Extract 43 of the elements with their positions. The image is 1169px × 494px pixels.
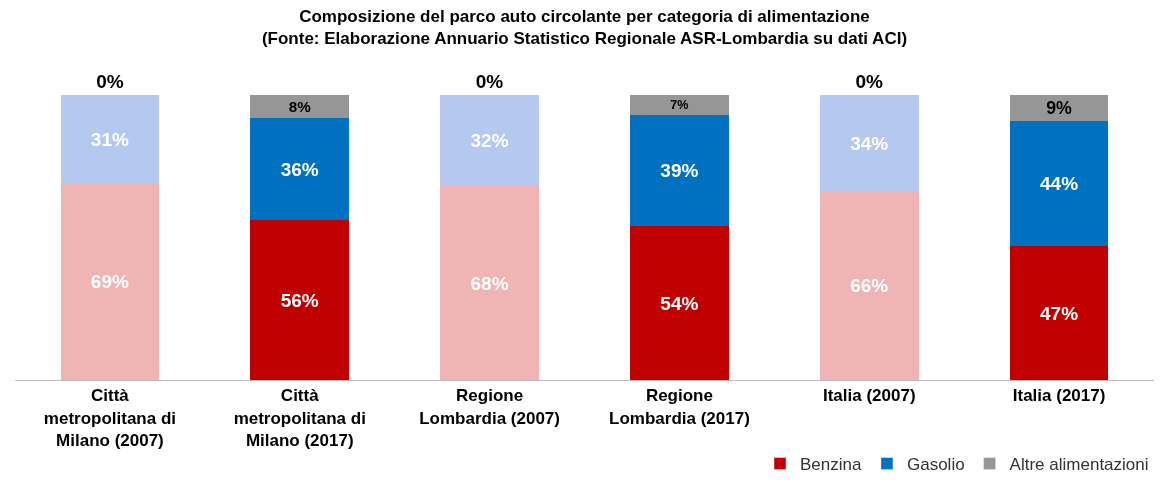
bar xyxy=(819,95,919,192)
data-label: 69% xyxy=(90,271,129,293)
bar xyxy=(60,95,160,184)
data-label: 56% xyxy=(280,289,319,311)
bar xyxy=(1009,95,1109,121)
bar xyxy=(1009,120,1109,247)
bar xyxy=(250,220,350,380)
data-label: 0% xyxy=(855,71,884,92)
legend-label: Gasolio xyxy=(906,455,965,475)
x-tick-label: Città metropolitana di Milano (2017) xyxy=(233,386,366,450)
x-tick-label: Regione Lombardia (2007) xyxy=(419,386,560,428)
x-tick-label: Città metropolitana di Milano (2007) xyxy=(43,386,177,450)
data-label: 39% xyxy=(660,160,699,182)
bar xyxy=(250,117,350,221)
bar xyxy=(250,95,350,118)
data-label: 47% xyxy=(1040,302,1079,324)
legend-label: Benzina xyxy=(800,455,862,475)
data-label: 66% xyxy=(850,275,889,297)
x-tick-label: Italia (2007) xyxy=(822,386,916,406)
bar xyxy=(60,183,160,380)
bar xyxy=(440,95,539,187)
bar xyxy=(440,186,539,380)
data-label: 34% xyxy=(850,132,889,154)
data-label: 32% xyxy=(470,130,509,152)
data-label: 9% xyxy=(1046,97,1073,118)
data-label: 68% xyxy=(470,272,509,294)
bar xyxy=(630,95,729,115)
data-label: 0% xyxy=(96,71,124,92)
bar xyxy=(1009,246,1109,380)
data-label: 8% xyxy=(288,97,312,115)
bar xyxy=(630,114,729,227)
data-label: 36% xyxy=(280,158,319,180)
data-label: 0% xyxy=(475,71,504,92)
data-label: 54% xyxy=(660,292,699,314)
x-tick-label: Italia (2017) xyxy=(1012,386,1106,406)
data-label: 7% xyxy=(670,98,689,113)
data-label: 31% xyxy=(90,128,129,150)
data-label: 44% xyxy=(1040,172,1079,194)
bar xyxy=(630,226,729,380)
legend-label: Altre alimentazioni xyxy=(1009,455,1149,475)
x-tick-label: Regione Lombardia (2017) xyxy=(609,386,750,428)
bar xyxy=(819,191,919,380)
chart-title: Composizione del parco auto circolante per categoria di alimentazione (Fonte: Elaborazione Annuario Statistico Regionale ASR-Lombardia su dati ACI) xyxy=(261,7,908,49)
